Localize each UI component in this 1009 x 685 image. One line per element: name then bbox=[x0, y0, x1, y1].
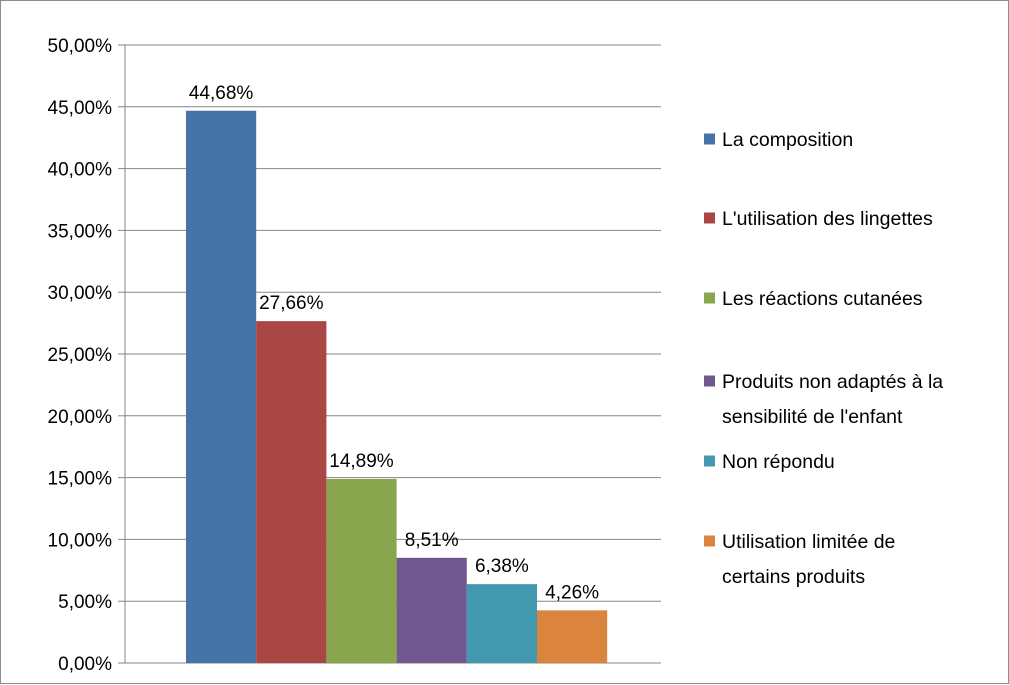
y-tick-label: 0,00% bbox=[58, 654, 112, 675]
y-tick-label: 30,00% bbox=[48, 283, 113, 304]
bar bbox=[326, 478, 397, 663]
y-tick-label: 20,00% bbox=[48, 407, 113, 428]
legend-swatch bbox=[704, 375, 715, 387]
legend-label: L'utilisation des lingettes bbox=[722, 208, 933, 230]
legend-swatch bbox=[704, 133, 715, 145]
legend: La composition L'utilisation des lingette… bbox=[704, 129, 943, 588]
axes: 0,00% 5,00% 10,00% 15,00% 20,00% 25,00% 30,00%… bbox=[48, 36, 661, 675]
data-label: 8,51% bbox=[405, 530, 459, 551]
bar bbox=[396, 557, 467, 663]
legend-swatch bbox=[704, 292, 715, 304]
bar bbox=[466, 584, 537, 663]
y-tick-label: 5,00% bbox=[58, 592, 112, 613]
y-tick-label: 35,00% bbox=[48, 221, 113, 242]
data-labels: 44,68% 27,66% 14,89% 8,51% 6,38% 4,26% bbox=[189, 83, 599, 604]
legend-swatch bbox=[704, 455, 715, 467]
bar bbox=[256, 321, 327, 663]
data-label: 4,26% bbox=[545, 582, 599, 603]
y-tick-label: 50,00% bbox=[48, 36, 113, 57]
legend-swatch bbox=[704, 212, 715, 224]
y-tick-label: 45,00% bbox=[48, 98, 113, 119]
bars bbox=[186, 110, 608, 664]
legend-label: Utilisation limitée de bbox=[722, 531, 895, 553]
bar bbox=[537, 610, 608, 663]
y-tick-label: 10,00% bbox=[48, 530, 113, 551]
legend-label: Produits non adaptés à la bbox=[722, 371, 943, 393]
legend-swatch bbox=[704, 535, 715, 547]
legend-label: sensibilité de l'enfant bbox=[722, 406, 903, 428]
bar bbox=[186, 110, 257, 664]
data-label: 44,68% bbox=[189, 83, 254, 104]
data-label: 27,66% bbox=[259, 293, 324, 314]
legend-label: Non répondu bbox=[722, 451, 835, 473]
y-tick-label: 40,00% bbox=[48, 160, 113, 181]
legend-label: certains produits bbox=[722, 566, 865, 588]
legend-label: Les réactions cutanées bbox=[722, 288, 923, 310]
y-tick-label: 25,00% bbox=[48, 345, 113, 366]
y-tick-label: 15,00% bbox=[48, 469, 113, 490]
data-label: 6,38% bbox=[475, 556, 529, 577]
data-label: 14,89% bbox=[329, 451, 394, 472]
legend-label: La composition bbox=[722, 129, 853, 151]
